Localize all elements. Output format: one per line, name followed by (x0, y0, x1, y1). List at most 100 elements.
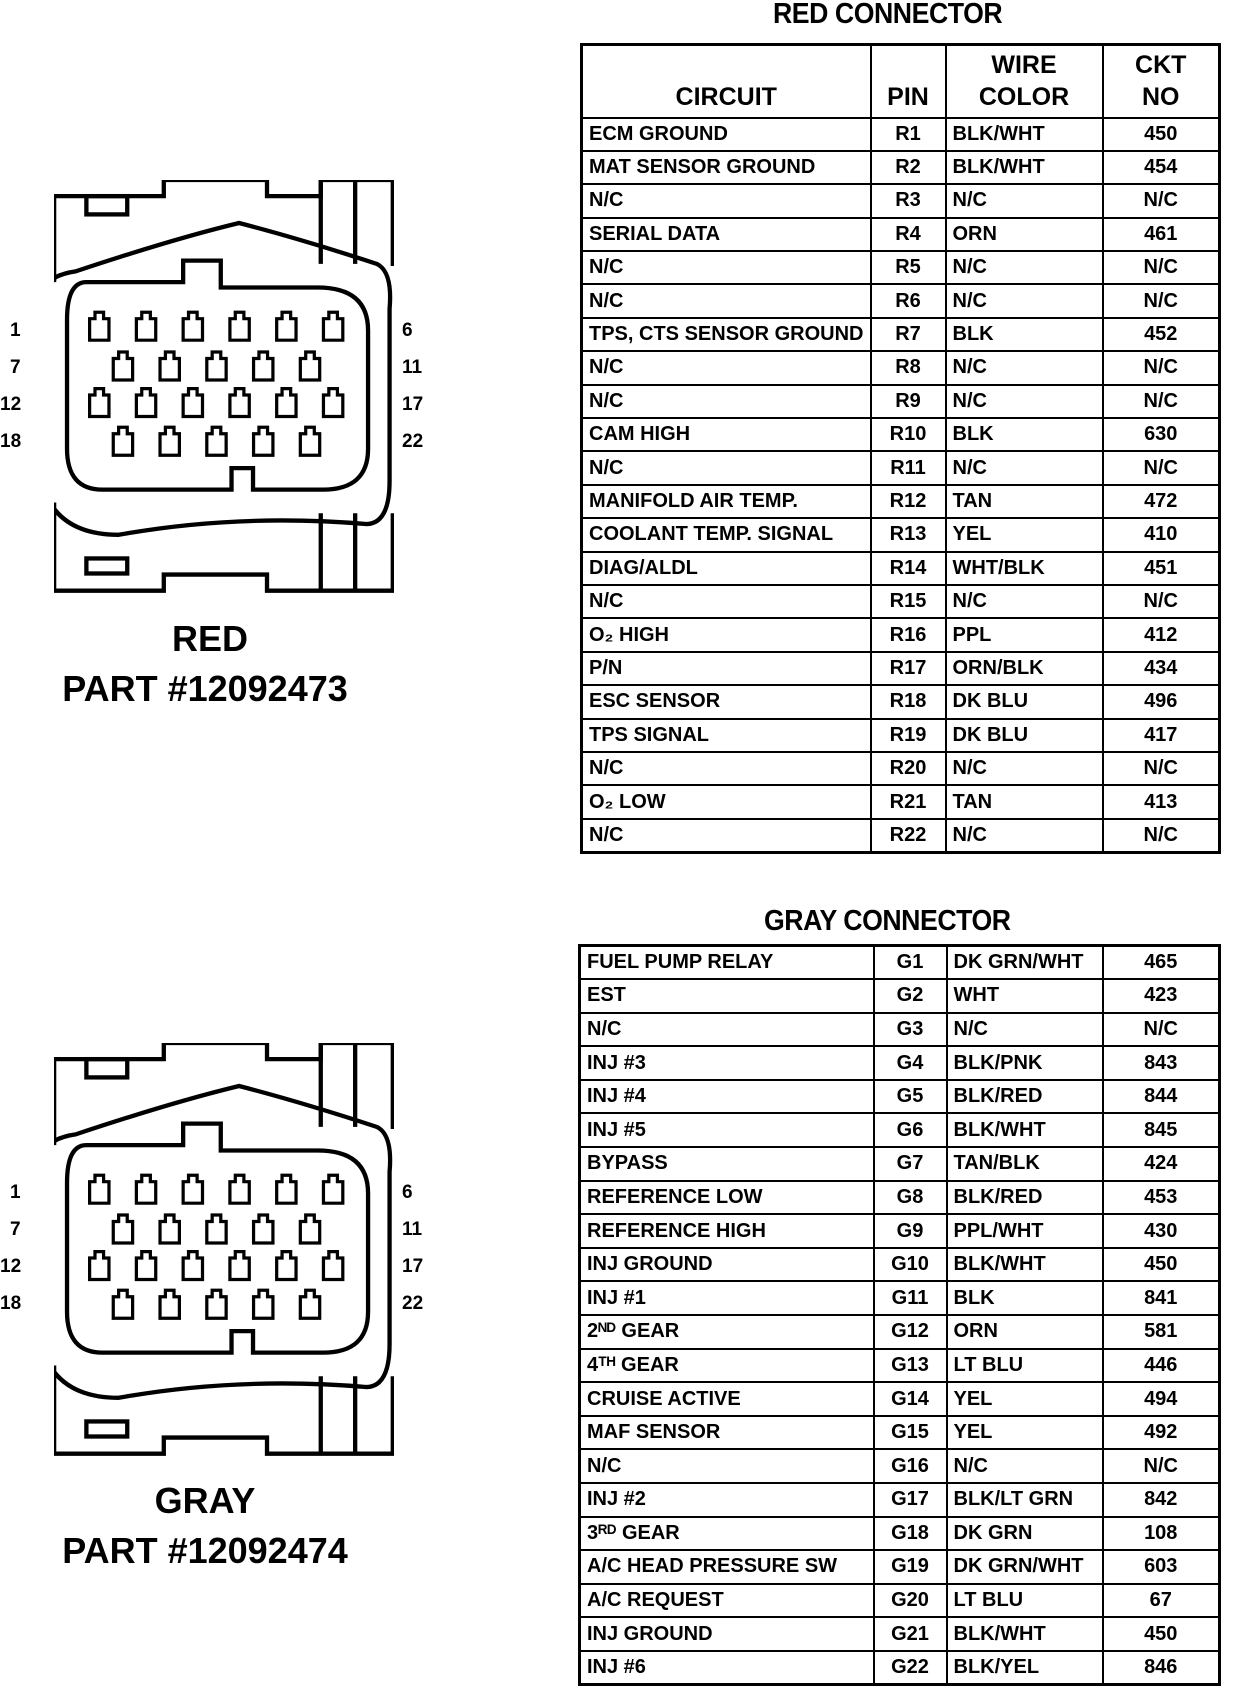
pin-cell: R12 (869, 483, 947, 520)
circuit-cell: INJ #4 (578, 1078, 875, 1115)
pin-cavity (158, 350, 181, 382)
pin-cell: R22 (869, 817, 947, 854)
pin-cavity (321, 1173, 345, 1205)
circuit-cell: N/C (578, 1011, 875, 1048)
ckt-no-cell: 461 (1101, 216, 1221, 253)
red-connector-title: RED CONNECTOR (773, 0, 1003, 30)
pin-cavity (111, 1213, 135, 1245)
circuit-cell: MAF SENSOR (578, 1414, 875, 1451)
pin-cell: G15 (872, 1414, 948, 1451)
wire-color-cell: DK GRN (945, 1515, 1104, 1552)
ckt-no-cell: 412 (1101, 617, 1221, 653)
wire-color-cell: BLK/WHT (945, 1246, 1104, 1283)
pin-cell: R2 (869, 149, 947, 186)
pin-cell: R21 (869, 784, 947, 820)
pin-cavity (134, 1249, 158, 1282)
pin-cell: G19 (872, 1549, 948, 1585)
pin-cavity (111, 1288, 135, 1320)
inner-cavity (64, 258, 371, 492)
table-row: N/C G3 N/C N/C (578, 1011, 1221, 1048)
wire-color-cell: DK BLU (944, 684, 1104, 720)
pin-cell: R16 (869, 617, 947, 653)
wire-color-cell: WHT/BLK (944, 550, 1104, 586)
circuit-cell: INJ #6 (578, 1649, 875, 1686)
pin-number-label: 12 (0, 1256, 22, 1277)
circuit-cell: 2ᴺᴰ GEAR (578, 1314, 875, 1350)
wire-color-cell: TAN/BLK (945, 1146, 1104, 1182)
circuit-cell: N/C (580, 817, 872, 854)
circuit-cell: REFERENCE HIGH (578, 1213, 875, 1249)
pin-cell: G20 (872, 1582, 948, 1619)
table-row: FUEL PUMP RELAY G1 DK GRN/WHT 465 (578, 944, 1221, 981)
circuit-cell: FUEL PUMP RELAY (578, 944, 875, 981)
outer-shell (54, 220, 393, 537)
pin-cavity (87, 310, 111, 342)
pin-cell: R20 (869, 750, 947, 787)
pin-cavity (251, 425, 275, 457)
pin-cell: R11 (869, 450, 947, 486)
header-circuit: CIRCUIT (580, 43, 872, 119)
pin-cavity (228, 1249, 251, 1282)
header-pin: PIN (869, 43, 947, 119)
wire-color-cell: TAN (944, 483, 1104, 520)
wire-color-cell: BLK (945, 1280, 1104, 1317)
circuit-cell: MAT SENSOR GROUND (580, 149, 872, 186)
ckt-no-cell: N/C (1101, 383, 1221, 420)
pin-cell: G22 (872, 1649, 948, 1686)
wire-color-cell: BLK (944, 316, 1104, 353)
pin-number-label: 11 (402, 357, 423, 378)
ckt-no-cell: 581 (1101, 1314, 1221, 1350)
table-row: O₂ LOW R21 TAN 413 (580, 784, 1221, 820)
circuit-cell: REFERENCE LOW (578, 1179, 875, 1216)
ckt-no-cell: 450 (1101, 1246, 1221, 1283)
gray-part-number: PART #12092474 (62, 1530, 348, 1571)
table-row: 2ᴺᴰ GEAR G12 ORN 581 (578, 1314, 1221, 1350)
table-row: ESC SENSOR R18 DK BLU 496 (580, 684, 1221, 720)
red-connector-table: CIRCUIT PIN WIRE COLOR CKT NO ECM GROUND R1… (580, 43, 1221, 854)
table-row: N/C R20 N/C N/C (580, 750, 1221, 787)
circuit-cell: EST (578, 978, 875, 1014)
gray-connector-label: GRAY (154, 1480, 256, 1521)
ckt-no-cell: 603 (1101, 1549, 1221, 1585)
circuit-cell: INJ GROUND (578, 1616, 875, 1652)
pin-cell: G18 (872, 1515, 948, 1552)
table-row: INJ GROUND G21 BLK/WHT 450 (578, 1616, 1221, 1652)
pin-cavity (181, 1249, 205, 1282)
circuit-cell: N/C (580, 283, 872, 319)
pin-cavity (298, 1213, 322, 1245)
ckt-no-cell: 434 (1101, 650, 1221, 687)
table-row: MANIFOLD AIR TEMP. R12 TAN 472 (580, 483, 1221, 520)
pin-cavity (181, 386, 205, 419)
table-row: 4ᵀᴴ GEAR G13 LT BLU 446 (578, 1347, 1221, 1384)
table-row: N/C G16 N/C N/C (578, 1448, 1221, 1484)
circuit-cell: TPS SIGNAL (580, 717, 872, 753)
pin-cavity (321, 310, 345, 342)
pin-cell: G9 (872, 1213, 948, 1249)
pin-cavity (205, 350, 228, 382)
wire-color-cell: PPL (944, 617, 1104, 653)
wire-color-cell: YEL (945, 1414, 1104, 1451)
pin-number-label: 12 (0, 394, 22, 415)
ckt-no-cell: 452 (1101, 316, 1221, 353)
ckt-no-cell: N/C (1101, 250, 1221, 286)
pin-cavity (321, 1249, 345, 1282)
wire-color-cell: N/C (944, 583, 1104, 620)
top-tab (84, 193, 130, 217)
circuit-cell: INJ #3 (578, 1045, 875, 1081)
ckt-no-cell: N/C (1101, 450, 1221, 486)
pin-cell: R10 (869, 417, 947, 453)
pin-cavity (298, 350, 322, 382)
ckt-no-cell: 446 (1101, 1347, 1221, 1384)
ckt-no-cell: 417 (1101, 717, 1221, 753)
housing-bottom-outline (54, 502, 394, 593)
wire-color-cell: N/C (944, 350, 1104, 386)
pin-cell: R3 (869, 183, 947, 219)
ckt-no-cell: N/C (1101, 183, 1221, 219)
pin-cell: G8 (872, 1179, 948, 1216)
table-row: COOLANT TEMP. SIGNAL R13 YEL 410 (580, 517, 1221, 553)
ckt-no-cell: 423 (1101, 978, 1221, 1014)
pin-cavity (321, 386, 345, 419)
ckt-no-cell: 450 (1101, 1616, 1221, 1652)
table-row: 3ᴿᴰ GEAR G18 DK GRN 108 (578, 1515, 1221, 1552)
wire-color-cell: BLK/WHT (945, 1112, 1104, 1149)
